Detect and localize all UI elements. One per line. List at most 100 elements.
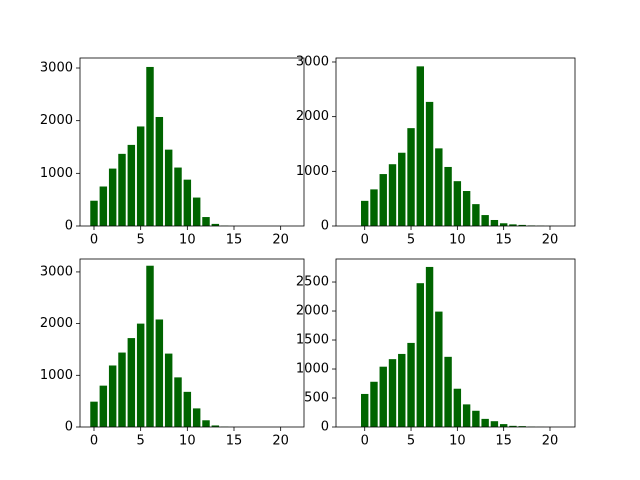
bar — [99, 186, 108, 226]
bar — [453, 181, 462, 226]
bar — [472, 410, 480, 427]
y-tick-label: 1000 — [296, 362, 329, 377]
x-tick-label: 5 — [137, 233, 145, 248]
bar — [490, 421, 499, 427]
x-tick-label: 0 — [90, 233, 98, 248]
y-tick-label: 3000 — [40, 61, 73, 76]
y-tick-label: 0 — [321, 219, 329, 234]
y-tick-label: 1000 — [40, 166, 73, 181]
x-tick-label: 20 — [542, 434, 559, 449]
bar — [518, 224, 526, 226]
bar — [388, 164, 397, 226]
axes-frame — [335, 57, 576, 227]
bar — [499, 424, 508, 427]
bar — [136, 323, 145, 427]
y-tick-label: 2000 — [296, 304, 329, 319]
bar — [108, 365, 117, 427]
bar — [416, 283, 425, 427]
bar — [509, 224, 517, 226]
bar — [379, 174, 387, 226]
x-tick-label: 15 — [495, 233, 512, 248]
y-tick-label: 0 — [321, 420, 329, 435]
bar — [490, 219, 499, 226]
bar — [499, 223, 508, 226]
x-tick-label: 5 — [407, 233, 415, 248]
x-tick-label: 10 — [449, 434, 466, 449]
bar — [425, 266, 434, 427]
bar — [509, 425, 517, 427]
x-tick-label: 0 — [361, 434, 369, 449]
bar — [90, 200, 98, 226]
bar — [108, 168, 117, 226]
bar — [481, 418, 489, 427]
bar — [379, 366, 387, 427]
bar — [388, 359, 397, 427]
y-tick-label: 0 — [65, 219, 73, 234]
x-tick-label: 5 — [407, 434, 415, 449]
x-tick-label: 20 — [272, 233, 289, 248]
x-tick-label: 5 — [137, 434, 145, 449]
bar — [164, 353, 173, 427]
y-tick-label: 2000 — [40, 316, 73, 331]
axes-frame — [79, 258, 305, 428]
x-tick-label: 15 — [226, 233, 243, 248]
bar — [127, 144, 136, 226]
bar — [90, 401, 98, 427]
bar — [136, 126, 145, 226]
bar — [174, 167, 182, 226]
y-tick-label: 1000 — [40, 368, 73, 383]
bar — [518, 426, 526, 427]
bar — [462, 404, 471, 427]
bar — [481, 215, 489, 226]
x-tick-label: 20 — [272, 434, 289, 449]
bar — [416, 66, 425, 226]
bar — [202, 217, 210, 226]
bar — [192, 197, 201, 226]
bar — [435, 148, 443, 226]
axes-frame — [335, 258, 576, 428]
bar — [174, 377, 182, 427]
y-tick-label: 2500 — [296, 275, 329, 290]
bar — [398, 152, 406, 226]
y-tick-label: 0 — [65, 420, 73, 435]
bar — [183, 179, 192, 226]
bar — [183, 391, 192, 427]
y-tick-label: 500 — [304, 391, 329, 406]
bar — [164, 149, 173, 226]
x-tick-label: 15 — [226, 434, 243, 449]
x-tick-label: 0 — [90, 434, 98, 449]
y-tick-label: 2000 — [40, 113, 73, 128]
y-tick-label: 1500 — [296, 333, 329, 348]
bar — [435, 311, 443, 427]
y-tick-label: 3000 — [40, 264, 73, 279]
y-tick-label: 2000 — [296, 109, 329, 124]
x-tick-label: 0 — [361, 233, 369, 248]
bar — [146, 265, 154, 427]
bar — [370, 189, 378, 226]
bar — [155, 319, 164, 427]
bar — [192, 408, 201, 427]
bar — [127, 338, 136, 427]
bar — [407, 342, 415, 427]
bar — [361, 393, 369, 427]
bar — [118, 352, 126, 427]
bar — [118, 153, 126, 226]
bar — [99, 385, 108, 427]
x-tick-label: 10 — [179, 233, 196, 248]
bar — [361, 200, 369, 226]
bar — [146, 66, 154, 227]
bar — [211, 425, 220, 427]
bar — [444, 356, 452, 427]
bar — [444, 166, 452, 226]
bar — [407, 128, 415, 226]
bar — [453, 388, 462, 427]
bar — [155, 116, 164, 226]
bar — [472, 204, 480, 226]
x-tick-label: 10 — [449, 233, 466, 248]
y-tick-label: 3000 — [296, 54, 329, 69]
y-tick-label: 1000 — [296, 164, 329, 179]
bar — [211, 223, 220, 226]
x-tick-label: 20 — [542, 233, 559, 248]
x-tick-label: 10 — [179, 434, 196, 449]
bar — [370, 381, 378, 427]
